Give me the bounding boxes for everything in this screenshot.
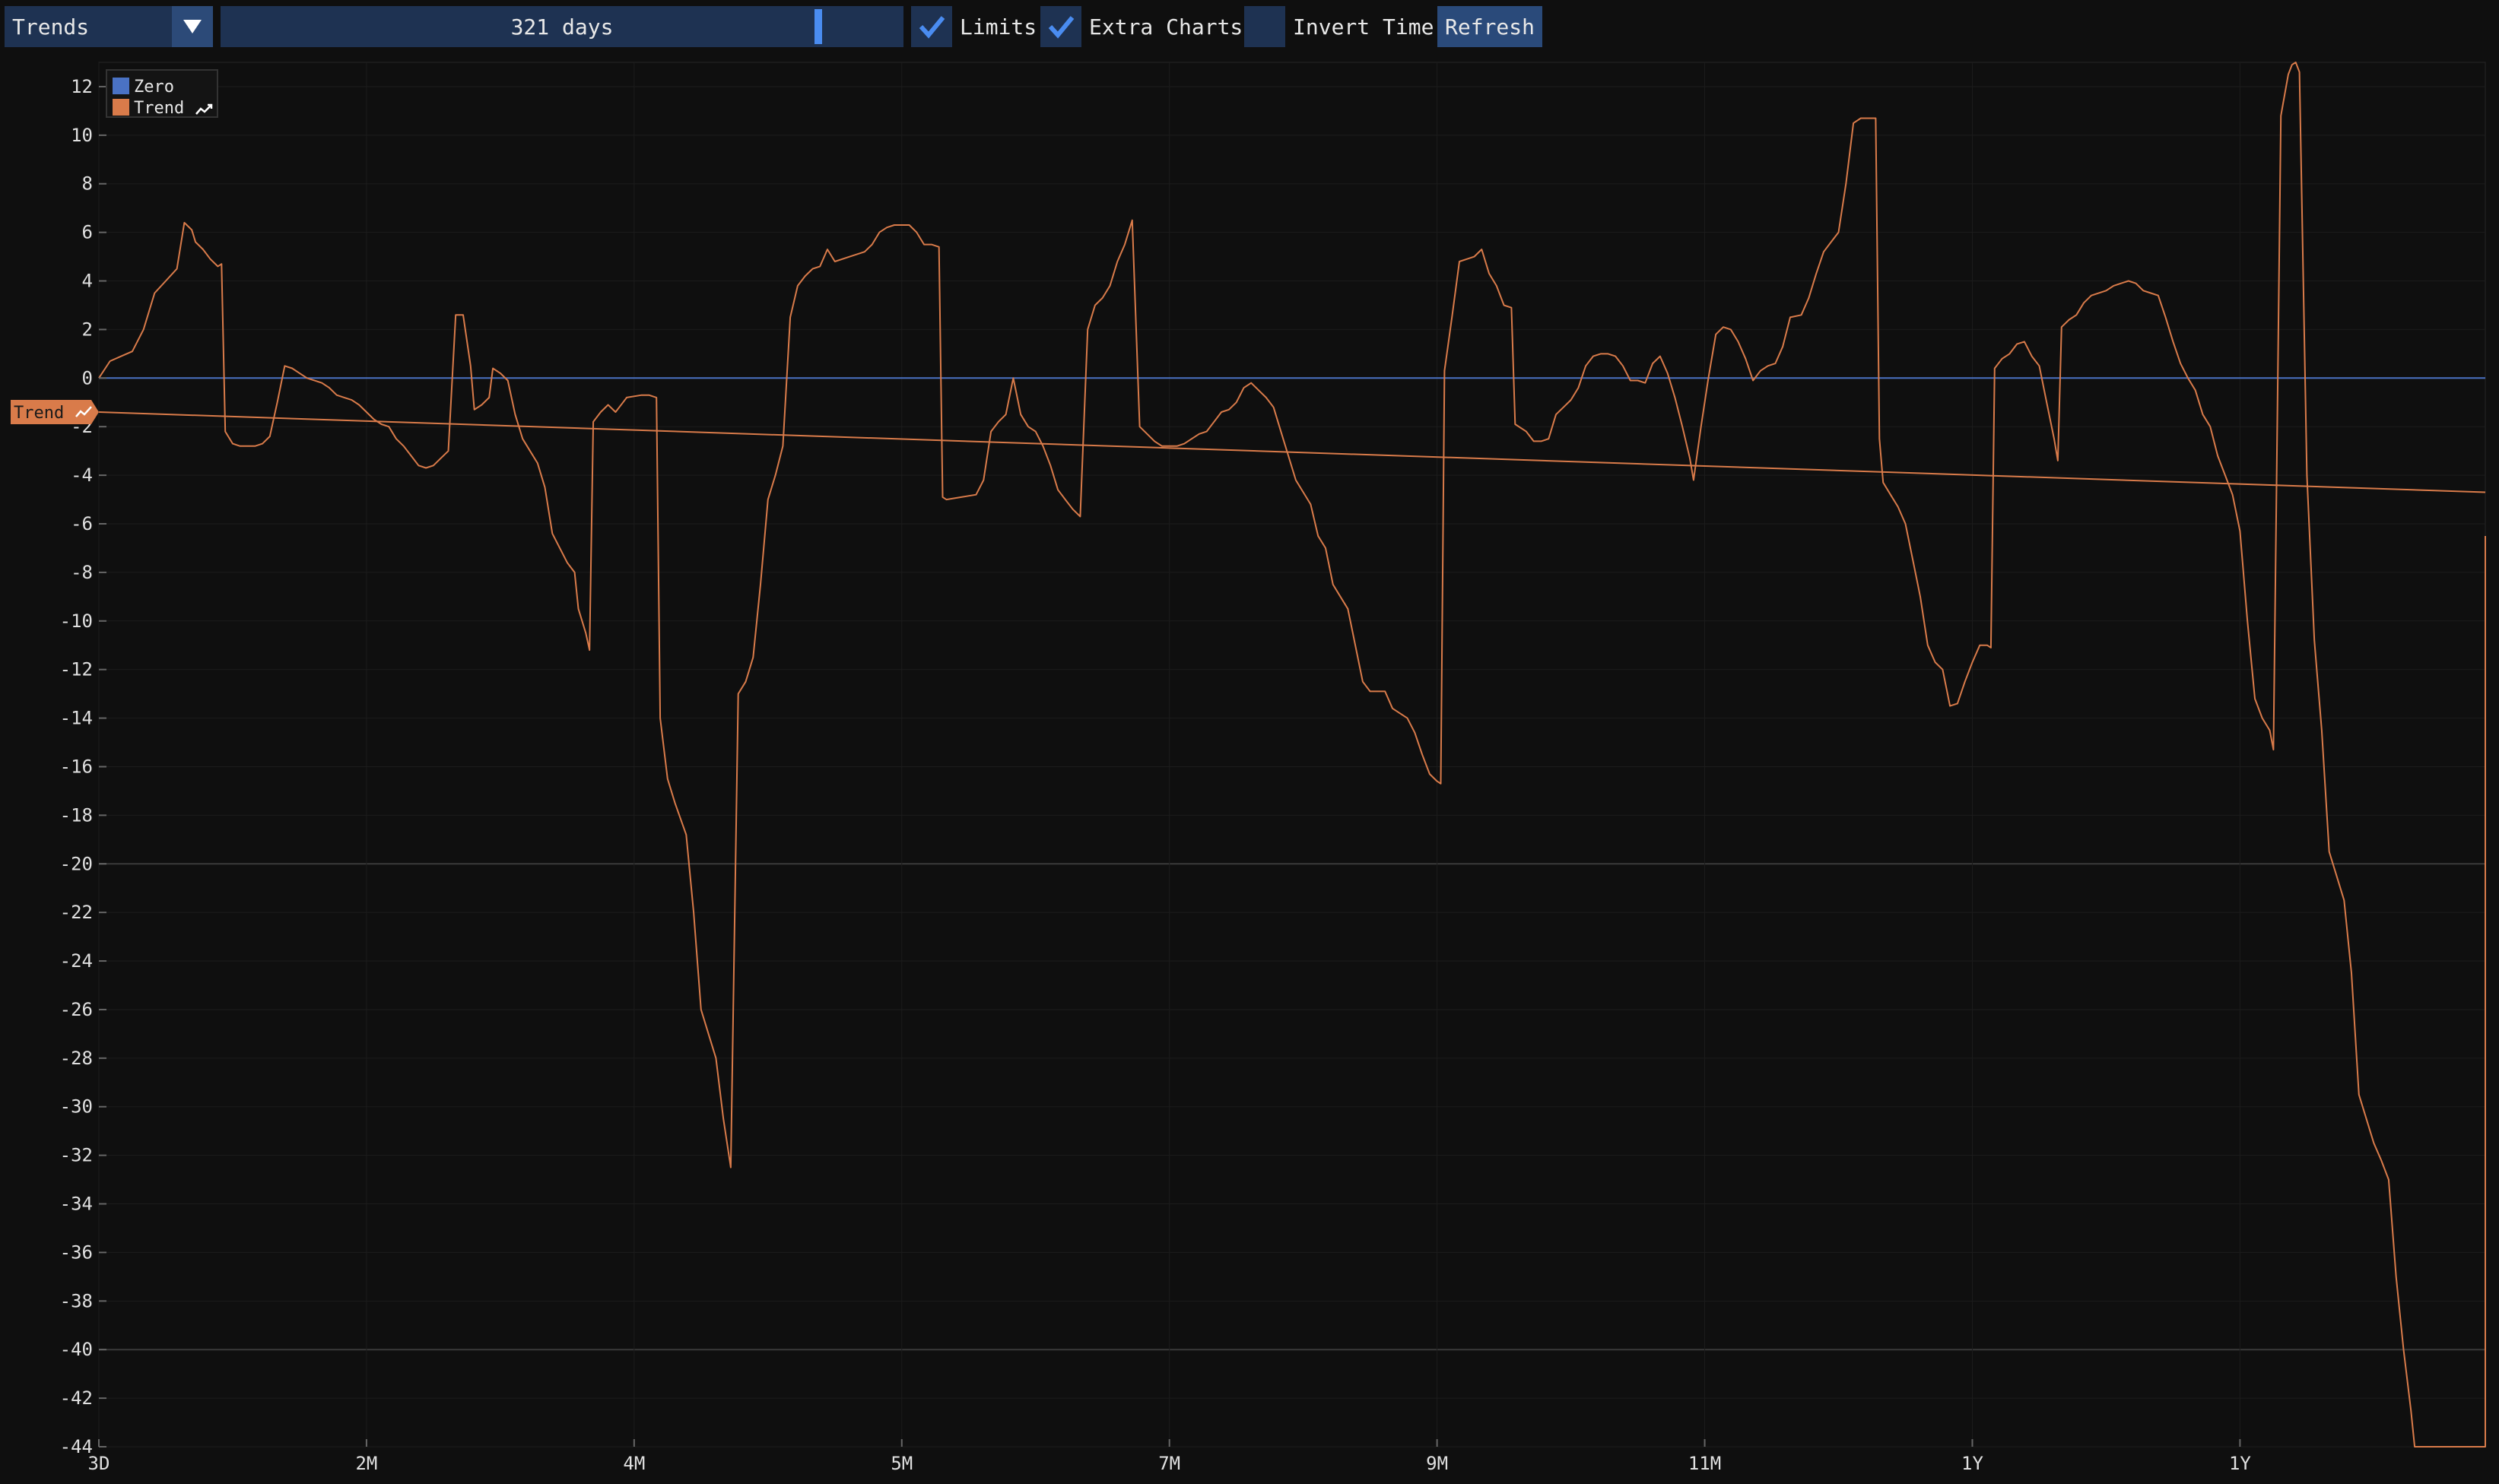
y-tick-label: -38 — [60, 1290, 93, 1311]
chevron-down-icon[interactable] — [172, 6, 213, 47]
x-tick-label: 4M — [623, 1453, 645, 1474]
x-tick-label: 5M — [891, 1453, 913, 1474]
y-tick-label: 8 — [82, 173, 93, 195]
plot-series — [98, 62, 2486, 1448]
days-slider-handle[interactable] — [814, 9, 822, 44]
view-select-value: Trends — [12, 14, 90, 40]
refresh-button[interactable]: Refresh — [1437, 6, 1543, 47]
y-tick-label: -6 — [71, 513, 93, 534]
legend: Zero Trend — [106, 69, 218, 118]
trend-tag-box — [11, 400, 99, 425]
y-tick-label: -8 — [71, 562, 93, 583]
limits-checkbox-box[interactable] — [911, 6, 952, 47]
y-tick-label: -30 — [60, 1096, 93, 1118]
x-tick-label: 1Y — [1961, 1453, 1983, 1474]
extra-charts-label: Extra Charts — [1089, 14, 1243, 40]
y-tick-label: -22 — [60, 902, 93, 923]
y-tick-label: -12 — [60, 659, 93, 680]
y-tick-label: -4 — [71, 465, 93, 486]
y-tick-label: -14 — [60, 708, 93, 729]
y-tick-label: -10 — [60, 610, 93, 632]
trend-plot[interactable]: 121086420-2-4-6-8-10-12-14-16-18-20-22-2… — [0, 53, 2499, 1484]
x-tick-label: 11M — [1688, 1453, 1721, 1474]
y-tick-label: -24 — [60, 950, 93, 972]
toolbar: Trends 321 days Limits Extra Charts Inve… — [0, 0, 2499, 53]
y-tick-label: -42 — [60, 1387, 93, 1409]
y-tick-label: -18 — [60, 804, 93, 826]
days-slider[interactable]: 321 days — [221, 6, 903, 47]
y-tick-label: -20 — [60, 853, 93, 874]
view-select[interactable]: Trends — [5, 6, 213, 47]
y-tick-label: 0 — [82, 367, 93, 388]
trend-tag-icon — [75, 406, 92, 417]
legend-swatch — [113, 78, 129, 94]
y-axis: 121086420-2-4-6-8-10-12-14-16-18-20-22-2… — [60, 76, 106, 1457]
y-tick-label: -26 — [60, 999, 93, 1020]
plot-frame — [98, 62, 2486, 1448]
trend-icon-arrow — [208, 103, 213, 109]
y-tick-label: 2 — [82, 319, 93, 340]
x-axis: 3D 2M 4M 5M 7M 9M 11M 1Y 1Y — [88, 1439, 2251, 1474]
trend-value-tag: Trend — [11, 400, 99, 425]
series-trend-fit-line — [98, 411, 2486, 493]
invert-time-label: Invert Time — [1293, 14, 1434, 40]
series-trend-line — [98, 62, 2486, 1448]
y-tick-label: -32 — [60, 1145, 93, 1166]
y-tick-label: -40 — [60, 1339, 93, 1360]
x-tick-label: 7M — [1158, 1453, 1180, 1474]
x-tick-label: 3D — [88, 1453, 110, 1474]
invert-time-checkbox-box[interactable] — [1244, 6, 1285, 47]
y-tick-label: 4 — [82, 271, 93, 292]
trend-icon — [195, 104, 212, 115]
legend-swatch — [113, 99, 129, 116]
trend-tag-label: Trend — [14, 404, 64, 423]
y-tick-label: -16 — [60, 756, 93, 777]
x-tick-label: 2M — [355, 1453, 377, 1474]
y-tick-label: -36 — [60, 1241, 93, 1263]
extra-charts-checkbox-box[interactable] — [1040, 6, 1081, 47]
y-tick-label: 10 — [71, 125, 93, 146]
checkmark-icon — [1048, 16, 1075, 39]
checkmark-icon — [919, 16, 945, 39]
y-tick-label: 6 — [82, 222, 93, 243]
legend-label: Zero — [134, 78, 174, 97]
x-tick-label: 1Y — [2229, 1453, 2251, 1474]
limits-label: Limits — [960, 14, 1037, 40]
y-tick-label: -28 — [60, 1048, 93, 1069]
limits-checkbox[interactable]: Limits — [911, 6, 1037, 47]
x-tick-label: 9M — [1426, 1453, 1448, 1474]
extra-charts-checkbox[interactable]: Extra Charts — [1040, 6, 1243, 47]
legend-label: Trend — [134, 99, 184, 118]
plot-grid — [98, 62, 2486, 1448]
days-slider-label: 321 days — [510, 14, 614, 40]
invert-time-checkbox[interactable]: Invert Time — [1244, 6, 1434, 47]
y-tick-label: -44 — [60, 1436, 93, 1457]
y-tick-label: -34 — [60, 1194, 93, 1215]
y-tick-label: 12 — [71, 76, 93, 97]
